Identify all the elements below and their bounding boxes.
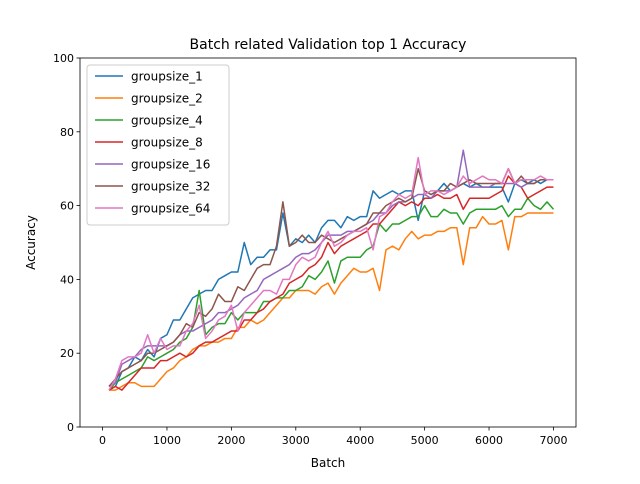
series-line-groupsize_16 bbox=[108, 149, 554, 388]
x-tick-label: 2000 bbox=[217, 434, 245, 447]
legend-label: groupsize_1 bbox=[131, 70, 203, 84]
legend-label: groupsize_2 bbox=[131, 92, 203, 106]
x-tick-label: 1000 bbox=[153, 434, 181, 447]
plot-series-group bbox=[108, 149, 555, 391]
plot-area-frame bbox=[79, 57, 577, 428]
x-tick-label: 7000 bbox=[539, 434, 567, 447]
y-tick-label: 40 bbox=[60, 273, 74, 286]
y-tick-label: 60 bbox=[60, 200, 74, 213]
legend-label: groupsize_32 bbox=[131, 180, 210, 194]
legend-label: groupsize_64 bbox=[131, 202, 210, 216]
x-axis-ticks: 0 1000 2000 3000 4000 5000 6000 7000 bbox=[99, 427, 567, 447]
series-line-groupsize_64 bbox=[108, 156, 554, 391]
y-tick-label: 100 bbox=[53, 52, 74, 65]
legend-label: groupsize_4 bbox=[131, 114, 203, 128]
legend-label: groupsize_8 bbox=[131, 136, 203, 150]
x-axis-label: Batch bbox=[311, 456, 346, 470]
series-line-groupsize_8 bbox=[108, 175, 554, 391]
x-tick-label: 5000 bbox=[411, 434, 439, 447]
series-line-groupsize_1 bbox=[108, 179, 554, 391]
x-tick-label: 6000 bbox=[475, 434, 503, 447]
chart-legend: groupsize_1 groupsize_2 groupsize_4groupsi… bbox=[86, 64, 230, 226]
legend-label: groupsize_16 bbox=[131, 158, 210, 172]
series-line-groupsize_2 bbox=[108, 212, 554, 391]
y-axis-label: Accuracy bbox=[24, 215, 38, 270]
x-tick-label: 0 bbox=[99, 434, 106, 447]
y-tick-label: 20 bbox=[60, 347, 74, 360]
chart-title: Batch related Validation top 1 Accuracy bbox=[190, 37, 467, 53]
y-axis-ticks: 0 20 40 60 80 100 bbox=[53, 52, 80, 434]
x-tick-label: 3000 bbox=[282, 434, 310, 447]
y-tick-label: 80 bbox=[60, 126, 74, 139]
x-tick-label: 4000 bbox=[346, 434, 374, 447]
legend-box bbox=[86, 64, 230, 226]
y-tick-label: 0 bbox=[67, 421, 74, 434]
